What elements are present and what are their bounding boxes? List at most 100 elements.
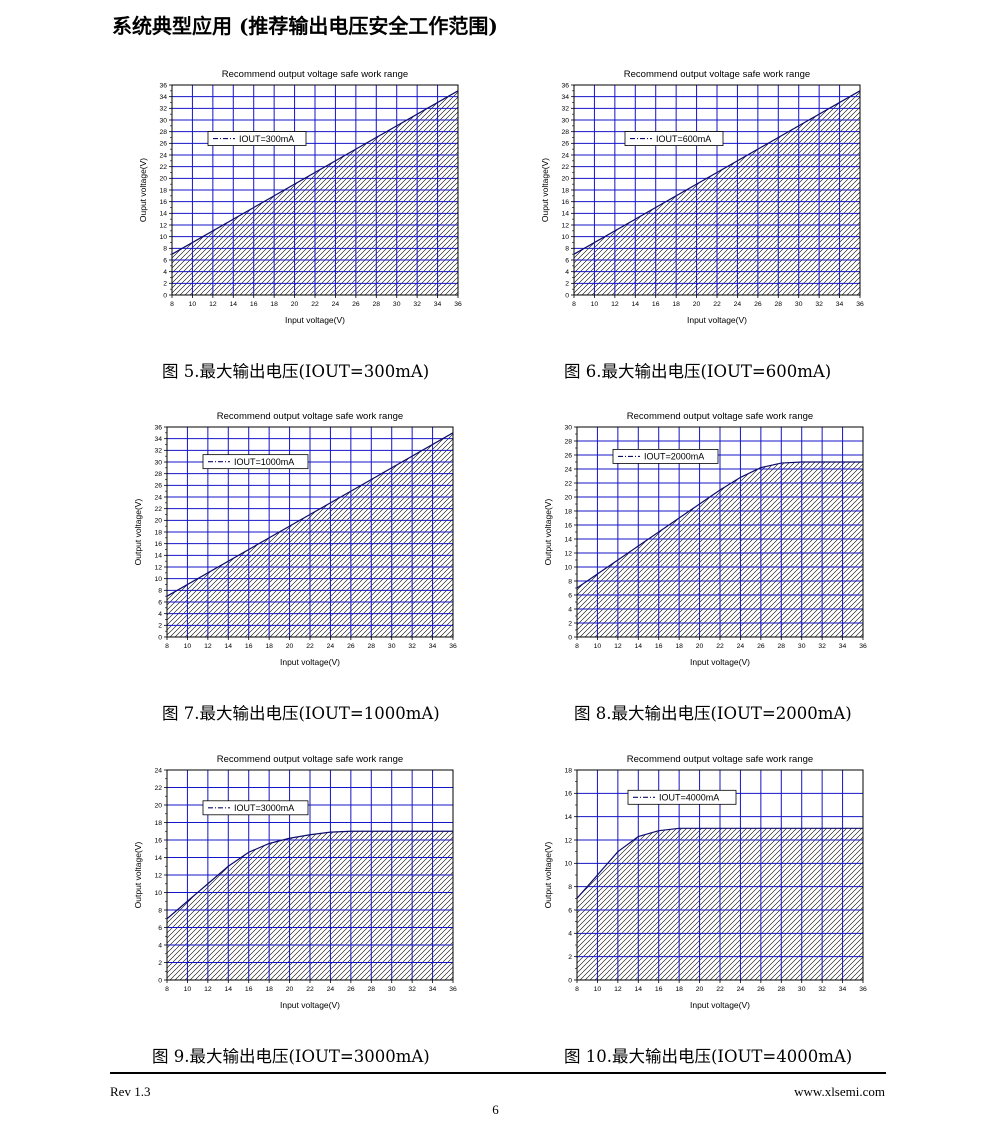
y-tick-label: 24 (561, 152, 569, 159)
x-tick-label: 22 (716, 643, 724, 650)
x-tick-label: 32 (818, 643, 826, 650)
x-tick-label: 34 (429, 986, 437, 993)
x-tick-label: 12 (204, 986, 212, 993)
y-tick-label: 4 (568, 606, 572, 613)
x-tick-label: 20 (696, 643, 704, 650)
legend-box (627, 789, 737, 805)
y-tick-label: 0 (568, 634, 572, 641)
x-tick-label: 12 (614, 643, 622, 650)
y-tick-label: 2 (158, 960, 162, 967)
section-title: 系统典型应用 (推荐输出电压安全工作范围) (112, 14, 498, 38)
y-tick-label: 14 (564, 814, 572, 821)
y-tick-label: 12 (564, 837, 572, 844)
plot-frame (573, 84, 861, 296)
x-tick-label: 28 (778, 643, 786, 650)
y-tick-label: 20 (159, 176, 167, 183)
x-tick-label: 32 (408, 643, 416, 650)
chart-title: Recommend output voltage safe work range (627, 411, 813, 422)
x-tick-label: 18 (265, 643, 273, 650)
y-tick-label: 8 (565, 246, 569, 253)
y-tick-label: 10 (564, 861, 572, 868)
y-tick-label: 0 (158, 634, 162, 641)
y-axis-label: Output voltage(V) (543, 499, 553, 566)
legend: IOUT=4000mA (627, 789, 737, 805)
x-axis-label: Input voltage(V) (280, 1000, 340, 1010)
y-tick-label: 34 (159, 94, 167, 101)
x-tick-label: 12 (209, 301, 217, 308)
x-tick-label: 28 (368, 986, 376, 993)
x-tick-label: 10 (591, 301, 599, 308)
x-tick-label: 18 (675, 986, 683, 993)
x-tick-label: 16 (245, 643, 253, 650)
legend: IOUT=600mA (624, 131, 724, 146)
legend: IOUT=2000mA (612, 449, 719, 464)
x-tick-label: 12 (204, 643, 212, 650)
x-axis-label: Input voltage(V) (280, 657, 340, 667)
legend-label: IOUT=600mA (656, 134, 711, 144)
y-tick-label: 18 (564, 508, 572, 515)
x-tick-label: 22 (306, 643, 314, 650)
x-tick-label: 36 (859, 986, 867, 993)
x-tick-label: 18 (675, 643, 683, 650)
x-tick-label: 20 (286, 643, 294, 650)
chart-iout-2000ma: 8 10 12 14 16 18 20 22 24 26 28 30 32 34 3602468101214… (543, 411, 867, 667)
y-tick-label: 10 (159, 234, 167, 241)
plot-frame (166, 426, 454, 638)
y-tick-label: 32 (159, 106, 167, 113)
legend-label: IOUT=1000mA (234, 457, 294, 467)
y-tick-label: 18 (154, 820, 162, 827)
y-tick-label: 0 (568, 977, 572, 984)
x-tick-label: 30 (795, 301, 803, 308)
y-tick-label: 12 (564, 550, 572, 557)
y-tick-label: 14 (564, 536, 572, 543)
y-tick-label: 2 (163, 281, 167, 288)
y-axis-label: Ouput voltage(V) (138, 158, 148, 222)
x-tick-label: 24 (737, 643, 745, 650)
x-tick-label: 28 (368, 643, 376, 650)
x-tick-label: 32 (818, 986, 826, 993)
ticks: 8 10 12 14 16 18 20 22 24 26 28 30 32 34 3602468101214… (154, 424, 457, 650)
legend-label: IOUT=2000mA (644, 452, 704, 462)
y-tick-label: 26 (564, 452, 572, 459)
x-tick-label: 26 (347, 643, 355, 650)
x-tick-label: 26 (347, 986, 355, 993)
y-tick-label: 4 (568, 931, 572, 938)
x-tick-label: 24 (737, 986, 745, 993)
figure-caption-5: 图 5.最大输出电压(IOUT=300mA) (162, 362, 430, 381)
x-tick-label: 8 (165, 986, 169, 993)
x-tick-label: 14 (230, 301, 238, 308)
y-tick-label: 6 (568, 592, 572, 599)
y-axis-label: Output voltage(V) (543, 842, 553, 909)
y-tick-label: 6 (568, 907, 572, 914)
y-tick-label: 4 (565, 269, 569, 276)
footer-revision: Rev 1.3 (110, 1084, 151, 1099)
x-tick-label: 18 (672, 301, 680, 308)
y-tick-label: 12 (561, 222, 569, 229)
y-tick-label: 10 (154, 576, 162, 583)
y-tick-label: 16 (564, 791, 572, 798)
x-tick-label: 34 (839, 986, 847, 993)
chart-iout-1000ma: 8 10 12 14 16 18 20 22 24 26 28 30 32 34 3602468101214… (133, 411, 457, 667)
y-tick-label: 28 (159, 129, 167, 136)
x-tick-label: 8 (575, 643, 579, 650)
x-tick-label: 28 (373, 301, 381, 308)
x-tick-label: 30 (388, 986, 396, 993)
y-tick-label: 18 (564, 767, 572, 774)
y-tick-label: 20 (564, 494, 572, 501)
x-tick-label: 20 (286, 986, 294, 993)
y-tick-label: 30 (159, 117, 167, 124)
x-tick-label: 24 (327, 986, 335, 993)
y-tick-label: 16 (154, 837, 162, 844)
figure-caption-9: 图 9.最大输出电压(IOUT=3000mA) (152, 1047, 430, 1066)
y-tick-label: 14 (154, 553, 162, 560)
y-tick-label: 2 (565, 281, 569, 288)
x-tick-label: 26 (757, 986, 765, 993)
x-tick-label: 22 (716, 986, 724, 993)
y-tick-label: 28 (564, 438, 572, 445)
y-tick-label: 2 (568, 954, 572, 961)
y-tick-label: 8 (158, 907, 162, 914)
y-tick-label: 20 (154, 802, 162, 809)
x-tick-label: 24 (332, 301, 340, 308)
figure-caption-10: 图 10.最大输出电压(IOUT=4000mA) (564, 1047, 853, 1066)
y-tick-label: 2 (568, 620, 572, 627)
